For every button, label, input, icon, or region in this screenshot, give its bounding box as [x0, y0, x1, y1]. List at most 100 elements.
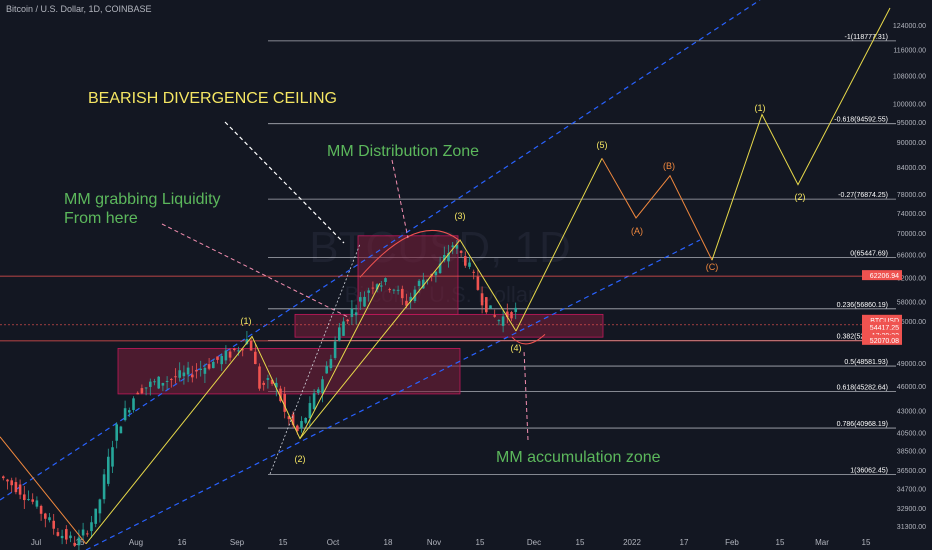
fib-level-label: -1(118777.31): [845, 34, 888, 41]
candle-body: [514, 307, 517, 313]
candle-body: [279, 388, 282, 402]
candle-body: [392, 289, 396, 291]
annotation-liquidity-1: MM grabbing Liquidity: [64, 191, 221, 208]
x-tick-label: Oct: [327, 538, 340, 547]
wave-label: (1): [755, 103, 766, 113]
wave-label: (A): [631, 226, 643, 236]
candle-body: [396, 289, 400, 291]
candle-body: [291, 414, 295, 425]
y-tick-label: 116000.00: [893, 47, 926, 54]
x-tick-label: Feb: [725, 538, 739, 547]
candle-body: [119, 426, 123, 434]
x-tick-label: 15: [862, 538, 871, 547]
candle-body: [501, 316, 505, 326]
projection-next-impulse: [711, 7, 891, 261]
x-tick-label: Dec: [527, 538, 541, 547]
fib-level-label: 0.236(56860.19): [837, 302, 888, 309]
candle-body: [304, 417, 307, 423]
price-tag-bg: [862, 329, 902, 340]
y-tick-label: 70000.00: [897, 231, 926, 238]
candle-body: [94, 508, 97, 524]
candle-body: [346, 319, 349, 322]
candle-body: [203, 367, 207, 374]
candle-body: [468, 262, 471, 267]
candle-body: [207, 364, 211, 369]
x-tick-label: Jul: [31, 538, 41, 547]
candle-body: [472, 271, 475, 273]
candle-body: [300, 421, 303, 428]
y-tick-label: 43000.00: [897, 408, 926, 415]
ceiling-arrow: [224, 121, 345, 244]
candle-body: [212, 361, 215, 369]
candle-body: [191, 374, 194, 378]
candle-body: [455, 245, 459, 249]
candle-body: [451, 245, 454, 247]
candle-body: [65, 529, 68, 540]
candle-body: [329, 359, 333, 369]
candle-body: [262, 382, 265, 385]
x-tick-label: Aug: [129, 538, 143, 547]
candle-body: [90, 522, 93, 532]
price-tag-bg: [862, 314, 902, 325]
wave-label: (B): [663, 161, 675, 171]
wave-label: (2): [795, 192, 806, 202]
candle-body: [258, 366, 261, 389]
wave-label: (3): [455, 211, 466, 221]
x-tick-label: 15: [576, 538, 585, 547]
distribution-arc: [359, 229, 461, 278]
candle-body: [128, 410, 131, 413]
projection-abc: [601, 158, 713, 261]
wave-label: (C): [706, 262, 719, 272]
x-tick-label: 15: [476, 538, 485, 547]
annotation-distribution-zone: MM Distribution Zone: [327, 143, 479, 160]
candle-body: [443, 254, 446, 261]
fib-level-label: 0.786(40968.19): [837, 421, 888, 428]
candle-body: [136, 392, 139, 395]
accumulation-box-left: [117, 347, 461, 395]
y-tick-label: 49000.00: [897, 361, 926, 368]
fib-level-label: 0(65447.69): [850, 251, 888, 258]
candle-body: [52, 520, 55, 529]
wave-trendline: [299, 283, 381, 439]
price-tag-bg: [862, 270, 902, 281]
annotation-liquidity-2: From here: [64, 210, 138, 227]
candle-body: [493, 315, 496, 317]
candle-body: [312, 393, 316, 410]
candle-body: [153, 381, 156, 383]
candle-body: [270, 379, 274, 384]
candle-body: [23, 494, 26, 501]
candle-body: [170, 379, 173, 381]
candle-body: [35, 500, 39, 507]
projection-wave-5: [515, 158, 603, 332]
candle-body: [111, 447, 114, 467]
y-tick-label: 58000.00: [897, 300, 926, 307]
channel-lower-line: [85, 239, 701, 550]
candle-body: [405, 300, 408, 306]
candle-body: [254, 351, 257, 365]
candle-body: [107, 456, 110, 484]
candle-body: [296, 425, 299, 432]
candle-body: [241, 349, 244, 351]
y-tick-label: 108000.00: [893, 73, 926, 80]
candle-body: [165, 380, 169, 382]
candle-body: [249, 340, 253, 351]
accumulation-arrow: [523, 349, 529, 441]
y-tick-label: 36500.00: [897, 468, 926, 475]
candle-body: [464, 256, 467, 266]
candle-body: [224, 350, 228, 361]
y-tick-label: 66000.00: [897, 253, 926, 260]
candle-body: [195, 369, 198, 372]
candle-body: [359, 297, 362, 302]
dotted-connector: [269, 243, 361, 475]
candle-body: [476, 276, 480, 290]
price-tag-bg: [862, 321, 902, 332]
accumulation-arc: [511, 334, 546, 345]
symbol-header: Bitcoin / U.S. Dollar, 1D, COINBASE: [6, 4, 152, 14]
fib-level-label: 0.5(48581.93): [844, 359, 888, 366]
candle-body: [56, 532, 60, 536]
fib-level-label: 0.618(45282.64): [837, 385, 888, 392]
candle-body: [77, 537, 81, 546]
candle-body: [283, 393, 286, 412]
fib-level-label: -0.618(94592.55): [834, 117, 888, 124]
